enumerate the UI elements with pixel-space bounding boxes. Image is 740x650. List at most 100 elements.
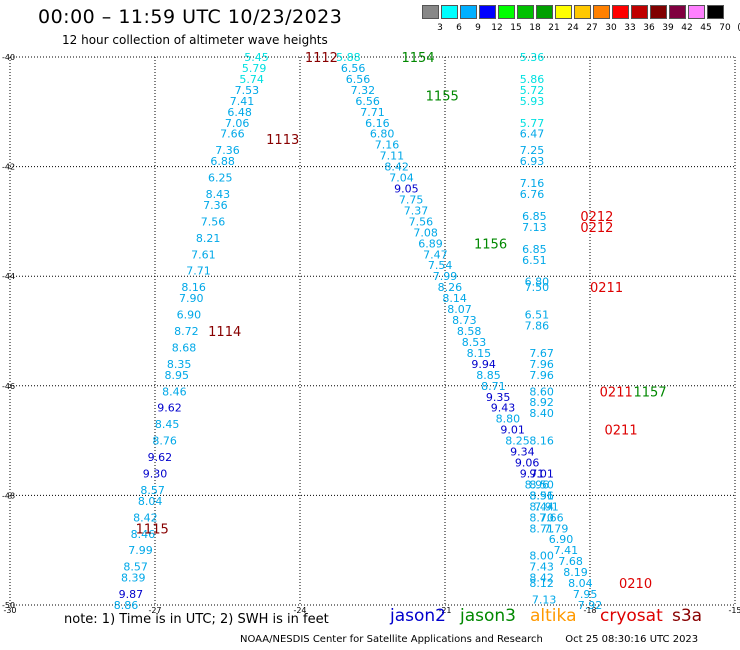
scale-swatch — [669, 5, 686, 19]
swh-value: 7.79 — [544, 522, 569, 535]
swh-value: 5.88 — [336, 51, 361, 64]
swh-value: 7.37 — [404, 204, 429, 217]
swh-value: 6.80 — [370, 128, 395, 141]
scale-swatch — [517, 5, 534, 19]
credit-text: NOAA/NESDIS Center for Satellite Applica… — [240, 634, 698, 645]
swh-value: 5.72 — [520, 84, 545, 97]
swh-value: 7.11 — [380, 150, 405, 163]
swh-value: 5.93 — [520, 95, 545, 108]
legend-jason2: jason2 — [390, 606, 446, 626]
swh-value: 8.76 — [152, 435, 177, 448]
scale-swatch — [479, 5, 496, 19]
scale-swatch — [574, 5, 591, 19]
swh-value: 9.62 — [148, 451, 173, 464]
swh-value: 8.15 — [467, 347, 492, 360]
page-subtitle: 12 hour collection of altimeter wave hei… — [62, 33, 328, 47]
swh-value: 7.66 — [539, 511, 564, 524]
swh-value: 9.62 — [157, 402, 182, 415]
swh-value: 6.85 — [522, 210, 547, 223]
scale-label: 42 — [681, 23, 693, 33]
swh-value: 8.19 — [563, 566, 588, 579]
scale-swatch — [536, 5, 553, 19]
swh-value: 8.46 — [162, 385, 187, 398]
swh-value: 8.58 — [457, 325, 482, 338]
swh-value: 9.71 — [520, 467, 545, 480]
legend-cryosat: cryosat — [600, 606, 663, 626]
swh-value: 7.16 — [375, 139, 400, 152]
y-tick-label: -44 — [2, 272, 15, 281]
swh-value: 7.06 — [225, 117, 250, 130]
swh-value: 7.41 — [554, 544, 579, 557]
y-tick-label: -48 — [2, 491, 15, 500]
swh-value: 7.43 — [529, 561, 554, 574]
swh-value: 6.51 — [522, 254, 547, 267]
x-tick-label: -30 — [3, 606, 16, 615]
swh-value: 7.61 — [191, 248, 216, 261]
swh-value: 8.45 — [155, 418, 180, 431]
swh-value: 7.13 — [522, 221, 547, 234]
swh-value: 8.42 — [384, 161, 409, 174]
swh-value: 7.75 — [399, 193, 424, 206]
swh-value: 8.68 — [172, 341, 197, 354]
scale-swatch — [707, 5, 724, 19]
scale-swatch — [612, 5, 629, 19]
swh-value: 8.71 — [529, 522, 554, 535]
scale-label: 27 — [586, 23, 598, 33]
scale-swatch — [441, 5, 458, 19]
swh-value: 9.94 — [471, 358, 496, 371]
legend-altika: altika — [530, 606, 577, 626]
swh-value: 8.16 — [529, 435, 554, 448]
swh-value: 9.87 — [119, 588, 144, 601]
swh-value: 8.35 — [167, 358, 192, 371]
swh-value: 7.71 — [186, 265, 211, 278]
swh-value: 6.48 — [227, 106, 252, 119]
swh-value: 7.41 — [230, 95, 255, 108]
scale-swatch — [555, 5, 572, 19]
swh-value: 7.91 — [534, 500, 559, 513]
time-label: 0211 — [605, 424, 638, 439]
time-label: 1114 — [208, 325, 241, 340]
swh-value: 5.77 — [520, 117, 545, 130]
swh-value: 9.35 — [486, 391, 511, 404]
credit-source: NOAA/NESDIS Center for Satellite Applica… — [240, 634, 543, 645]
scale-label: 70 — [719, 23, 731, 33]
time-label: 1157 — [634, 385, 667, 400]
swh-value: 8.86 — [114, 599, 139, 612]
y-tick-label: -50 — [2, 601, 15, 610]
scale-label: 21 — [548, 23, 560, 33]
x-tick-label: -27 — [148, 606, 161, 615]
swh-value: 7.56 — [201, 215, 226, 228]
time-label: 1112 — [305, 51, 338, 66]
swh-value: 9.34 — [510, 446, 535, 459]
swh-value: 5.36 — [520, 51, 545, 64]
swh-value: 6.56 — [341, 62, 366, 75]
time-label: 1154 — [402, 51, 435, 66]
swh-value: 6.51 — [525, 309, 550, 322]
swh-value: 8.80 — [496, 413, 521, 426]
swh-value: 7.66 — [220, 128, 245, 141]
swh-value: 8.50 — [529, 478, 554, 491]
scale-label: 33 — [624, 23, 636, 33]
swh-value: 5.74 — [239, 73, 264, 86]
swh-value: 8.04 — [568, 577, 593, 590]
scale-label: 30 — [605, 23, 617, 33]
scale-swatch — [688, 5, 705, 19]
swh-value: 8.42 — [133, 511, 158, 524]
swh-value: 6.47 — [520, 128, 545, 141]
swh-value: 7.86 — [525, 320, 550, 333]
swh-value: 6.88 — [210, 155, 235, 168]
swh-value: 6.56 — [355, 95, 380, 108]
swh-value: 7.67 — [529, 347, 554, 360]
swh-value: 6.85 — [522, 243, 547, 256]
swh-value: 8.25 — [505, 435, 530, 448]
swh-value: 8.14 — [442, 292, 467, 305]
swh-value: 7.36 — [203, 199, 228, 212]
scale-swatch — [498, 5, 515, 19]
swh-value: 8.40 — [529, 407, 554, 420]
swh-value: 8.73 — [452, 314, 477, 327]
swh-value: 7.50 — [525, 281, 550, 294]
swh-value: 8.85 — [476, 369, 501, 382]
x-tick-label: -24 — [293, 606, 306, 615]
swh-value: 7.90 — [179, 292, 204, 305]
swh-value: 7.47 — [423, 248, 448, 261]
